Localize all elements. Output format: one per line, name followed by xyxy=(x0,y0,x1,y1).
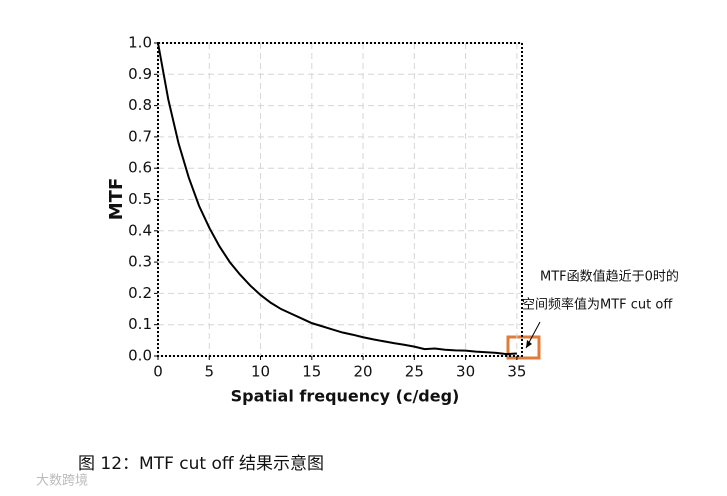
x-tick-label: 0 xyxy=(153,363,163,381)
y-tick-label: 0.9 xyxy=(128,65,152,83)
y-axis-label: MTF xyxy=(106,178,127,221)
y-tick-label: 0.2 xyxy=(128,284,152,302)
x-tick-label: 15 xyxy=(302,363,321,381)
watermark: 大数跨境 xyxy=(36,474,88,489)
x-tick-label: 35 xyxy=(507,363,526,381)
x-axis-label: Spatial frequency (c/deg) xyxy=(231,387,460,406)
y-tick-label: 1.0 xyxy=(128,34,152,52)
line xyxy=(157,42,517,356)
x-tick-label: 25 xyxy=(405,363,424,381)
y-tick-label: 0.7 xyxy=(128,127,152,145)
y-tick-label: 0.6 xyxy=(128,159,152,177)
x-tick-label: 5 xyxy=(204,363,214,381)
y-tick-label: 0.5 xyxy=(128,190,152,208)
y-tick-label: 0.1 xyxy=(128,315,152,333)
x-tick-label: 30 xyxy=(456,363,475,381)
y-tick-label: 0.0 xyxy=(128,347,152,365)
highlight-box xyxy=(506,335,541,360)
y-tick-label: 0.3 xyxy=(128,253,152,271)
y-tick-label: 0.4 xyxy=(128,221,152,239)
x-tick-label: 20 xyxy=(354,363,373,381)
annotation: 空间频率值为MTF cut off xyxy=(522,297,673,313)
annotation: MTF函数值趋近于0时的 xyxy=(540,269,679,285)
arrow-head xyxy=(526,340,532,348)
x-tick-label: 10 xyxy=(251,363,270,381)
y-tick-label: 0.8 xyxy=(128,96,152,114)
plot-border xyxy=(157,42,523,357)
caption: 图 12：MTF cut off 结果示意图 xyxy=(78,454,324,474)
